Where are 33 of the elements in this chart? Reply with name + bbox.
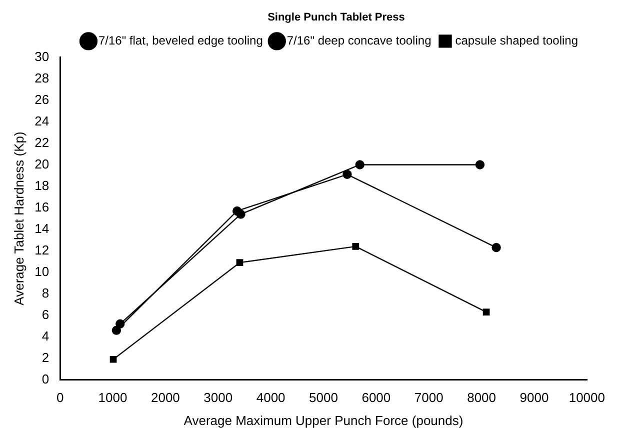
- y-tick-label: 28: [34, 70, 50, 86]
- x-tick-label: 4000: [256, 390, 286, 406]
- x-tick-label: 1000: [98, 390, 128, 406]
- x-tick-label: 5000: [309, 390, 338, 406]
- y-tick-label: 12: [34, 242, 50, 258]
- legend-label: capsule shaped tooling: [455, 34, 578, 48]
- legend-label: 7/16" flat, beveled edge tooling: [98, 34, 263, 48]
- y-tick-label: 20: [34, 156, 50, 172]
- x-tick-label: 8000: [467, 390, 496, 406]
- x-tick-label: 9000: [520, 390, 549, 406]
- x-tick-label: 6000: [362, 390, 391, 406]
- legend-title: Single Punch Tablet Press: [268, 12, 405, 24]
- x-tick-label: 0: [56, 390, 64, 406]
- y-tick-label: 18: [34, 178, 50, 193]
- x-tick-label: 2000: [150, 390, 180, 406]
- x-tick-label: 3000: [204, 390, 233, 406]
- y-tick-label: 8: [42, 285, 50, 300]
- y-tick-label: 22: [34, 134, 50, 150]
- y-tick-label: 10: [34, 264, 50, 279]
- x-tick-label: 10000: [568, 390, 606, 406]
- legend-label: 7/16" deep concave tooling: [286, 34, 432, 48]
- y-tick-label: 14: [34, 220, 50, 236]
- x-tick-label: 7000: [414, 390, 444, 406]
- y-tick-label: 24: [34, 113, 50, 128]
- x-axis-title: Average Maximum Upper Punch Force (pounds): [184, 412, 464, 428]
- y-tick-label: 2: [42, 350, 50, 365]
- y-tick-label: 4: [42, 328, 50, 344]
- y-tick-label: 0: [42, 371, 50, 386]
- y-tick-label: 6: [42, 306, 50, 322]
- y-tick-label: 16: [34, 199, 50, 214]
- y-tick-label: 26: [34, 92, 50, 107]
- y-tick-label: 30: [34, 48, 50, 64]
- y-axis-title: Average Tablet Hardness (Kp): [11, 132, 26, 306]
